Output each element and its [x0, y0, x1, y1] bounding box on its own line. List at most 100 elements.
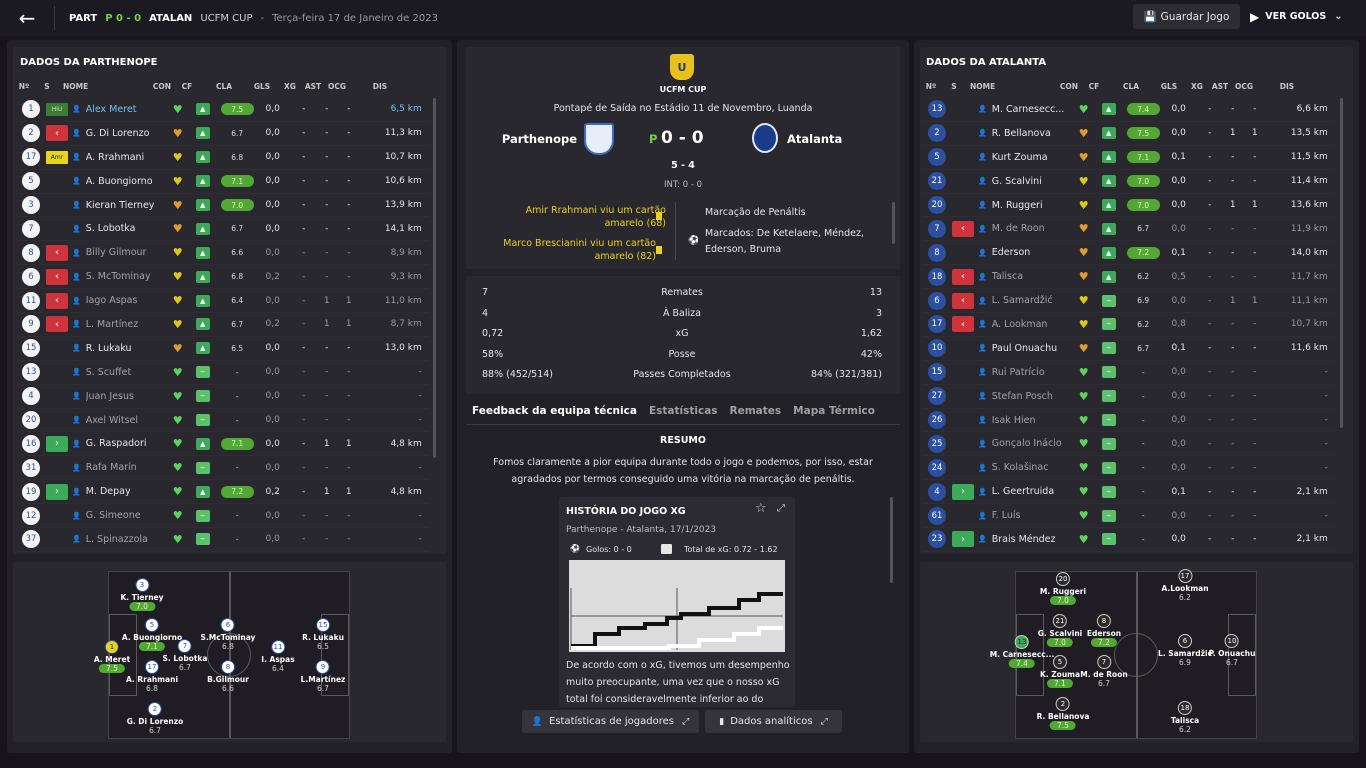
table-row[interactable]: 20 👤 Axel Witsel ♥ − - 0,0 - - - -	[18, 409, 428, 433]
player-name[interactable]: L. Samardžić	[991, 295, 1053, 307]
sub-in-icon[interactable]: ›	[952, 531, 974, 548]
table-row[interactable]: 6 ‹ 👤 L. Samardžić ♥ − 6.9 0,0 - 1 1 11,1 km	[924, 289, 1334, 314]
formation-player[interactable]: 6 S.McTominay 6.8	[201, 618, 255, 651]
table-row[interactable]: 21 👤 G. Scalvini ♥ ▲ 7.0 0,0 - - - 11,4 km	[924, 170, 1334, 194]
formation-player[interactable]: 2 G. Di Lorenzo 6.7	[127, 702, 183, 735]
table-row[interactable]: 4 👤 Juan Jesus ♥ − - 0,0 - - - -	[18, 385, 428, 409]
table-row[interactable]: 17 Amr 👤 A. Rrahmani ♥ ▲ 6.8 0,0 - - - 10,7 km	[18, 146, 428, 170]
formation-player[interactable]: 1 A. Meret 7.5	[94, 640, 130, 673]
table-row[interactable]: 18 ‹ 👤 Talisca ♥ ▲ 6.2 0,5 - - - 11,7 km	[924, 265, 1334, 290]
player-name[interactable]: R. Lukaku	[85, 342, 132, 354]
column-header[interactable]: NOME	[970, 82, 996, 91]
table-row[interactable]: 16 › 👤 G. Raspadori ♥ ▲ 7.1 0,0 - 1 1 4,8 km	[18, 432, 428, 457]
table-row[interactable]: 61 👤 F. Luís ♥ − - 0,0 - - - -	[924, 504, 1334, 529]
player-name[interactable]: Ederson	[991, 247, 1031, 259]
player-name[interactable]: Rafa Marín	[85, 462, 137, 474]
table-row[interactable]: 9 ‹ 👤 L. Martínez ♥ ▲ 6.7 0,2 - 1 1 8,7 km	[18, 313, 428, 337]
player-name[interactable]: Juan Jesus	[85, 390, 134, 402]
table-row[interactable]: 5 👤 Kurt Zouma ♥ ▲ 7.1 0,1 - - - 11,5 km	[924, 146, 1334, 170]
away-table-scrollbar[interactable]	[1340, 98, 1343, 428]
sub-in-icon[interactable]: ›	[46, 435, 68, 452]
back-arrow-icon[interactable]: ←	[18, 6, 36, 30]
formation-player[interactable]: 7 S. Lobotka 6.7	[163, 639, 207, 672]
analytics-button[interactable]: ▮ Dados analíticos ⤢	[705, 710, 842, 733]
table-row[interactable]: 5 👤 A. Buongiorno ♥ ▲ 7.1 0,0 - - - 10,6 km	[18, 170, 428, 194]
formation-player[interactable]: 8 Ederson 7.2	[1087, 614, 1121, 647]
column-header[interactable]: GLS	[1160, 82, 1178, 91]
column-header[interactable]: AST	[1211, 82, 1229, 91]
table-row[interactable]: 27 👤 Stefan Posch ♥ − - 0,0 - - - -	[924, 385, 1334, 409]
save-game-button[interactable]: 💾 Guardar Jogo	[1133, 4, 1240, 29]
player-name[interactable]: G. Scalvini	[991, 175, 1042, 187]
player-name[interactable]: L. Spinazzola	[85, 533, 148, 545]
formation-player[interactable]: 17 A.Lookman 6.2	[1161, 569, 1209, 602]
player-name[interactable]: S. McTominay	[85, 271, 151, 283]
sub-out-icon[interactable]: ‹	[46, 316, 68, 333]
column-header[interactable]: AST	[304, 82, 322, 91]
player-name[interactable]: M. de Roon	[991, 223, 1045, 235]
tab-statistics[interactable]: Estatísticas	[648, 405, 718, 417]
player-name[interactable]: M. Carnesecc...	[991, 103, 1065, 115]
table-row[interactable]: 8 ‹ 👤 Billy Gilmour ♥ ▲ 6.6 0,0 - - - 8,9 km	[18, 241, 428, 266]
sub-out-icon[interactable]: ‹	[952, 220, 974, 237]
player-name[interactable]: L. Geertruida	[991, 486, 1055, 498]
formation-player[interactable]: 20 M. Ruggeri 7.0	[1040, 572, 1086, 605]
player-name[interactable]: Billy Gilmour	[85, 247, 147, 259]
table-row[interactable]: 13 👤 M. Carnesecc... ♥ ▲ 7.4 0,0 - - - 6,6 km	[924, 98, 1334, 122]
formation-player[interactable]: 5 A. Buongiorno 7.1	[122, 618, 182, 651]
table-row[interactable]: 10 👤 Paul Onuachu ♥ − 6.7 0,1 - - - 11,6 km	[924, 337, 1334, 361]
sub-out-icon[interactable]: ‹	[46, 268, 68, 285]
player-name[interactable]: A. Buongiorno	[85, 175, 153, 187]
tab-feedback[interactable]: Feedback da equipa técnica	[472, 405, 637, 417]
player-name[interactable]: M. Depay	[85, 486, 131, 498]
formation-player[interactable]: 21 G. Scalvini 7.0	[1038, 614, 1082, 647]
column-header[interactable]: CF	[1088, 82, 1100, 91]
formation-player[interactable]: 11 I. Aspas 6.4	[261, 640, 295, 673]
column-header[interactable]: OCG	[1234, 82, 1254, 91]
tab-heatmap[interactable]: Mapa Térmico	[793, 405, 875, 417]
column-header[interactable]: CF	[181, 82, 193, 91]
player-name[interactable]: Brais Méndez	[991, 533, 1056, 545]
column-header[interactable]: S	[44, 82, 50, 91]
player-name[interactable]: L. Martínez	[85, 318, 139, 330]
column-header[interactable]: DIS	[1279, 82, 1295, 91]
expand-icon[interactable]: ⤢	[777, 503, 785, 514]
player-name[interactable]: A. Rrahmani	[85, 151, 145, 163]
player-name[interactable]: Stefan Posch	[991, 390, 1053, 402]
table-row[interactable]: 25 👤 Gonçalo Inácio ♥ − - 0,0 - - - -	[924, 432, 1334, 457]
player-name[interactable]: Rui Patrício	[991, 366, 1045, 378]
table-row[interactable]: 19 › 👤 M. Depay ♥ ▲ 7.2 0,2 - 1 1 4,8 km	[18, 480, 428, 505]
player-name[interactable]: Iago Aspas	[85, 295, 138, 307]
column-header[interactable]: GLS	[253, 82, 271, 91]
table-row[interactable]: 2 ‹ 👤 G. Di Lorenzo ♥ ▲ 6.7 0,0 - - - 11,3 km	[18, 122, 428, 146]
player-name[interactable]: G. Raspadori	[85, 438, 147, 450]
formation-player[interactable]: 6 L. Samardžić 6.9	[1158, 634, 1212, 667]
column-header[interactable]: CLA	[1122, 82, 1140, 91]
sub-out-icon[interactable]: ‹	[46, 244, 68, 261]
formation-player[interactable]: 5 K. Zouma 7.1	[1040, 655, 1080, 688]
formation-player[interactable]: 9 L.Martínez 6.7	[301, 660, 345, 693]
table-row[interactable]: 7 ‹ 👤 M. de Roon ♥ ▲ 6.7 0,0 - - - 11,9 km	[924, 217, 1334, 242]
player-name[interactable]: Axel Witsel	[85, 414, 139, 426]
formation-player[interactable]: 13 M. Carnesecc... 7.4	[990, 635, 1054, 668]
table-row[interactable]: 20 👤 M. Ruggeri ♥ ▲ 7.0 0,0 - 1 1 13,6 km	[924, 194, 1334, 218]
table-row[interactable]: 31 👤 Rafa Marín ♥ − - 0,0 - - - -	[18, 456, 428, 481]
table-row[interactable]: 12 👤 G. Simeone ♥ − - 0,0 - - - -	[18, 504, 428, 529]
player-name[interactable]: Talisca	[991, 271, 1024, 283]
formation-player[interactable]: 7 M. de Roon 6.7	[1080, 655, 1128, 688]
tab-shots[interactable]: Remates	[729, 405, 782, 417]
sub-out-icon[interactable]: ‹	[952, 316, 974, 333]
events-scrollbar[interactable]	[892, 202, 895, 244]
table-row[interactable]: 17 ‹ 👤 A. Lookman ♥ − 6.2 0,8 - - - 10,7 km	[924, 313, 1334, 337]
player-name[interactable]: G. Di Lorenzo	[85, 127, 150, 139]
table-row[interactable]: 1 HiU 👤 Alex Meret ♥ ▲ 7.5 0,0 - - - 6,5 km	[18, 98, 428, 122]
table-row[interactable]: 37 👤 L. Spinazzola ♥ − - 0,0 - - - -	[18, 528, 428, 552]
sub-in-icon[interactable]: ›	[46, 483, 68, 500]
formation-player[interactable]: 17 A. Rrahmani 6.8	[126, 660, 178, 693]
table-row[interactable]: 8 👤 Ederson ♥ ▲ 7.2 0,1 - - - 14,0 km	[924, 241, 1334, 266]
column-header[interactable]: XG	[1191, 82, 1203, 91]
sub-out-icon[interactable]: ‹	[46, 125, 68, 142]
column-header[interactable]: S	[951, 82, 957, 91]
feedback-scrollbar[interactable]	[890, 497, 893, 583]
formation-player[interactable]: 3 K. Tierney 7.0	[120, 578, 164, 611]
